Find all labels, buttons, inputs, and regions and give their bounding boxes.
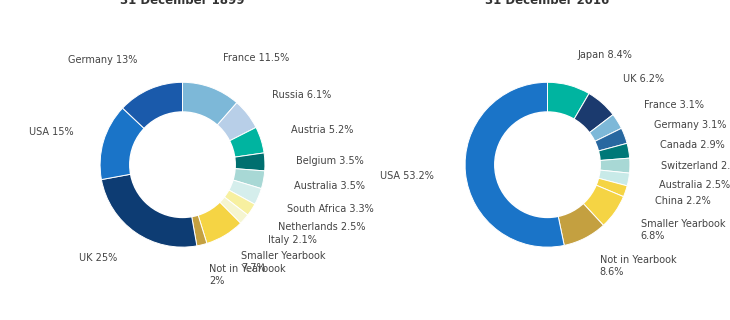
Circle shape: [130, 112, 235, 218]
Text: UK 6.2%: UK 6.2%: [623, 75, 664, 84]
Wedge shape: [556, 194, 604, 245]
Text: Netherlands 2.5%: Netherlands 2.5%: [277, 222, 365, 232]
Wedge shape: [100, 108, 153, 180]
Title: 31 December 2016: 31 December 2016: [485, 0, 610, 7]
Wedge shape: [583, 128, 627, 154]
Text: France 11.5%: France 11.5%: [223, 53, 289, 63]
Text: Australia 2.5%: Australia 2.5%: [659, 180, 730, 190]
Text: Italy 2.1%: Italy 2.1%: [268, 235, 317, 245]
Wedge shape: [101, 172, 197, 247]
Text: USA 15%: USA 15%: [28, 127, 74, 137]
Text: Belgium 3.5%: Belgium 3.5%: [296, 156, 364, 166]
Text: Russia 6.1%: Russia 6.1%: [272, 90, 331, 100]
Wedge shape: [586, 169, 629, 186]
Wedge shape: [214, 184, 255, 215]
Text: China 2.2%: China 2.2%: [655, 196, 711, 206]
Text: Smaller Yearbook
6.8%: Smaller Yearbook 6.8%: [641, 219, 725, 241]
Wedge shape: [220, 168, 265, 188]
Text: Switzerland 2.9%: Switzerland 2.9%: [661, 161, 730, 171]
Wedge shape: [585, 175, 627, 196]
Wedge shape: [586, 143, 630, 162]
Text: Germany 13%: Germany 13%: [68, 55, 137, 65]
Wedge shape: [568, 93, 613, 140]
Text: Australia 3.5%: Australia 3.5%: [294, 180, 365, 191]
Text: Canada 2.9%: Canada 2.9%: [660, 140, 724, 150]
Text: Germany 3.1%: Germany 3.1%: [654, 120, 726, 130]
Circle shape: [495, 112, 600, 218]
Wedge shape: [218, 127, 264, 159]
Text: Smaller Yearbook
7.7%: Smaller Yearbook 7.7%: [241, 252, 326, 273]
Wedge shape: [209, 103, 256, 147]
Text: South Africa 3.3%: South Africa 3.3%: [288, 204, 374, 214]
Wedge shape: [190, 203, 207, 246]
Wedge shape: [465, 82, 564, 247]
Wedge shape: [194, 193, 241, 244]
Wedge shape: [580, 115, 621, 147]
Text: Japan 8.4%: Japan 8.4%: [577, 50, 632, 60]
Text: Not in Yearbook
2%: Not in Yearbook 2%: [210, 264, 286, 286]
Text: UK 25%: UK 25%: [80, 253, 118, 263]
Title: 31 December 1899: 31 December 1899: [120, 0, 245, 7]
Wedge shape: [548, 82, 589, 130]
Wedge shape: [222, 153, 265, 171]
Wedge shape: [123, 82, 182, 137]
Wedge shape: [218, 176, 261, 204]
Wedge shape: [182, 82, 237, 135]
Wedge shape: [575, 180, 623, 225]
Text: Austria 5.2%: Austria 5.2%: [291, 125, 353, 135]
Text: USA 53.2%: USA 53.2%: [380, 171, 434, 181]
Wedge shape: [211, 189, 247, 223]
Text: France 3.1%: France 3.1%: [644, 100, 704, 110]
Text: Not in Yearbook
8.6%: Not in Yearbook 8.6%: [599, 255, 676, 277]
Wedge shape: [588, 158, 630, 173]
